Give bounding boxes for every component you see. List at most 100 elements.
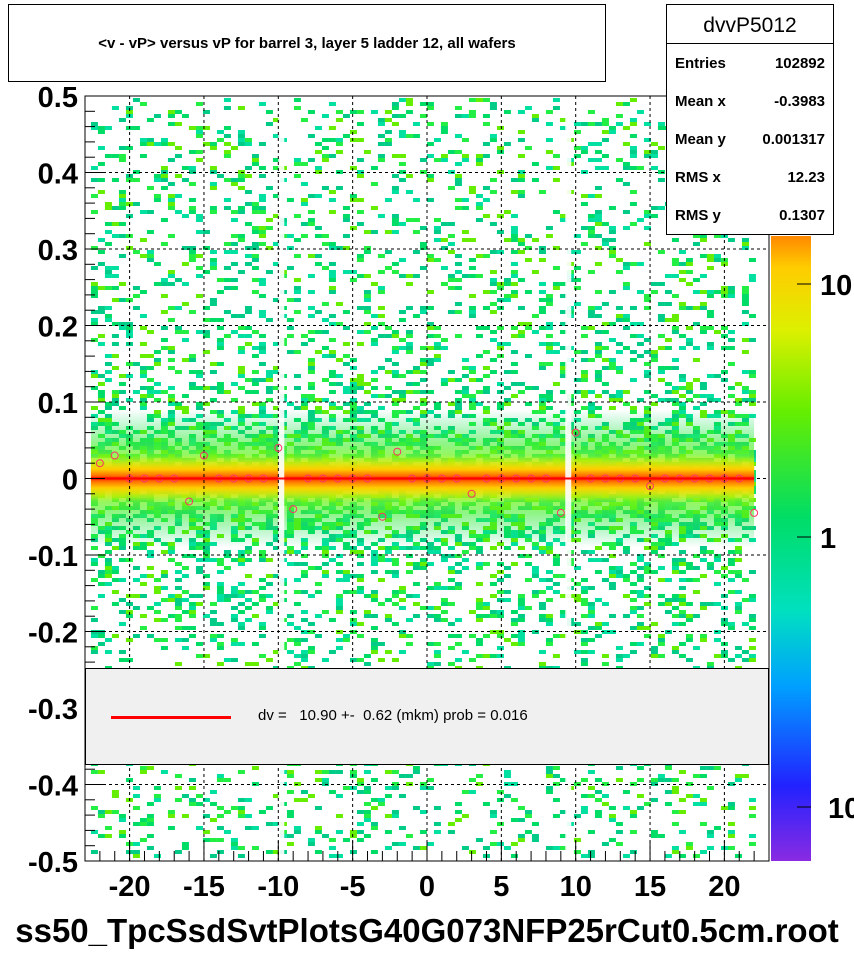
heatmap-cell [545, 642, 553, 646]
heatmap-cell [272, 574, 280, 578]
heatmap-cell [384, 614, 392, 618]
heatmap-cell [510, 190, 518, 194]
heatmap-cell [258, 350, 266, 354]
heatmap-cell [573, 390, 581, 394]
heatmap-cell [314, 142, 322, 146]
heatmap-cell [482, 98, 490, 102]
heatmap-cell [412, 766, 420, 770]
heatmap-cell [601, 630, 609, 634]
heatmap-cell [580, 642, 588, 646]
heatmap-cell [139, 546, 147, 550]
heatmap-cell [328, 354, 336, 358]
heatmap-cell [419, 246, 427, 250]
heatmap-cell [573, 378, 581, 382]
heatmap-cell [349, 402, 357, 406]
heatmap-cell [125, 638, 133, 642]
heatmap-cell [272, 342, 280, 346]
heatmap-cell [349, 390, 357, 394]
heatmap-cell [405, 342, 413, 346]
heatmap-cell [426, 322, 434, 326]
heatmap-cell [636, 558, 644, 562]
heatmap-cell [433, 358, 441, 362]
heatmap-cell [251, 402, 259, 406]
heatmap-cell [405, 570, 413, 574]
heatmap-cell [223, 134, 231, 138]
heatmap-cell [475, 326, 483, 330]
heatmap-cell [622, 162, 630, 166]
heatmap-cell [475, 774, 483, 778]
heatmap-cell [209, 622, 217, 626]
heatmap-cell [643, 362, 651, 366]
heatmap-cell [146, 142, 154, 146]
heatmap-cell [349, 110, 357, 114]
heatmap-cell [496, 346, 504, 350]
heatmap-cell [195, 370, 203, 374]
heatmap-cell [594, 218, 602, 222]
heatmap-cell [160, 570, 168, 574]
heatmap-cell [349, 774, 357, 778]
heatmap-cell [475, 390, 483, 394]
heatmap-cell [594, 374, 602, 378]
heatmap-cell [244, 618, 252, 622]
heatmap-cell [580, 390, 588, 394]
heatmap-cell [545, 618, 553, 622]
heatmap-cell [349, 382, 357, 386]
heatmap-cell [552, 350, 560, 354]
heatmap-cell [482, 602, 490, 606]
heatmap-cell [300, 182, 308, 186]
heatmap-cell [748, 638, 756, 642]
heatmap-cell [398, 170, 406, 174]
heatmap-cell [237, 314, 245, 318]
heatmap-cell [475, 562, 483, 566]
heatmap-cell [139, 374, 147, 378]
heatmap-cell [167, 366, 175, 370]
heatmap-cell [237, 594, 245, 598]
heatmap-cell [671, 786, 679, 790]
heatmap-cell [244, 254, 252, 258]
heatmap-cell [657, 370, 665, 374]
heatmap-cell [265, 270, 273, 274]
heatmap-cell [335, 606, 343, 610]
heatmap-cell [475, 606, 483, 610]
heatmap-cell [265, 582, 273, 586]
heatmap-cell [104, 306, 112, 310]
heatmap-cell [475, 602, 483, 606]
heatmap-cell [454, 262, 462, 266]
heatmap-cell [244, 334, 252, 338]
heatmap-cell [363, 614, 371, 618]
heatmap-cell [594, 262, 602, 266]
heatmap-cell [153, 178, 161, 182]
heatmap-cell [209, 386, 217, 390]
heatmap-cell [146, 574, 154, 578]
heatmap-cell [454, 270, 462, 274]
heatmap-cell [692, 566, 700, 570]
heatmap-cell [545, 322, 553, 326]
heatmap-cell [629, 334, 637, 338]
heatmap-cell [685, 382, 693, 386]
heatmap-cell [146, 366, 154, 370]
heatmap-cell [692, 378, 700, 382]
heatmap-cell [657, 546, 665, 550]
heatmap-cell [104, 202, 112, 206]
heatmap-cell [587, 234, 595, 238]
heatmap-cell [230, 262, 238, 266]
heatmap-cell [503, 298, 511, 302]
heatmap-cell [370, 342, 378, 346]
heatmap-cell [657, 642, 665, 646]
heatmap-cell [461, 158, 469, 162]
heatmap-cell [440, 122, 448, 126]
heatmap-cell [209, 262, 217, 266]
heatmap-cell [104, 650, 112, 654]
heatmap-cell [265, 558, 273, 562]
heatmap-cell [629, 610, 637, 614]
heatmap-cell [706, 394, 714, 398]
heatmap-cell [139, 210, 147, 214]
heatmap-cell [524, 234, 532, 238]
heatmap-cell [321, 318, 329, 322]
heatmap-cell [706, 254, 714, 258]
heatmap-cell [90, 546, 98, 550]
heatmap-cell [517, 634, 525, 638]
heatmap-cell [524, 290, 532, 294]
heatmap-cell [622, 210, 630, 214]
heatmap-cell [132, 390, 140, 394]
